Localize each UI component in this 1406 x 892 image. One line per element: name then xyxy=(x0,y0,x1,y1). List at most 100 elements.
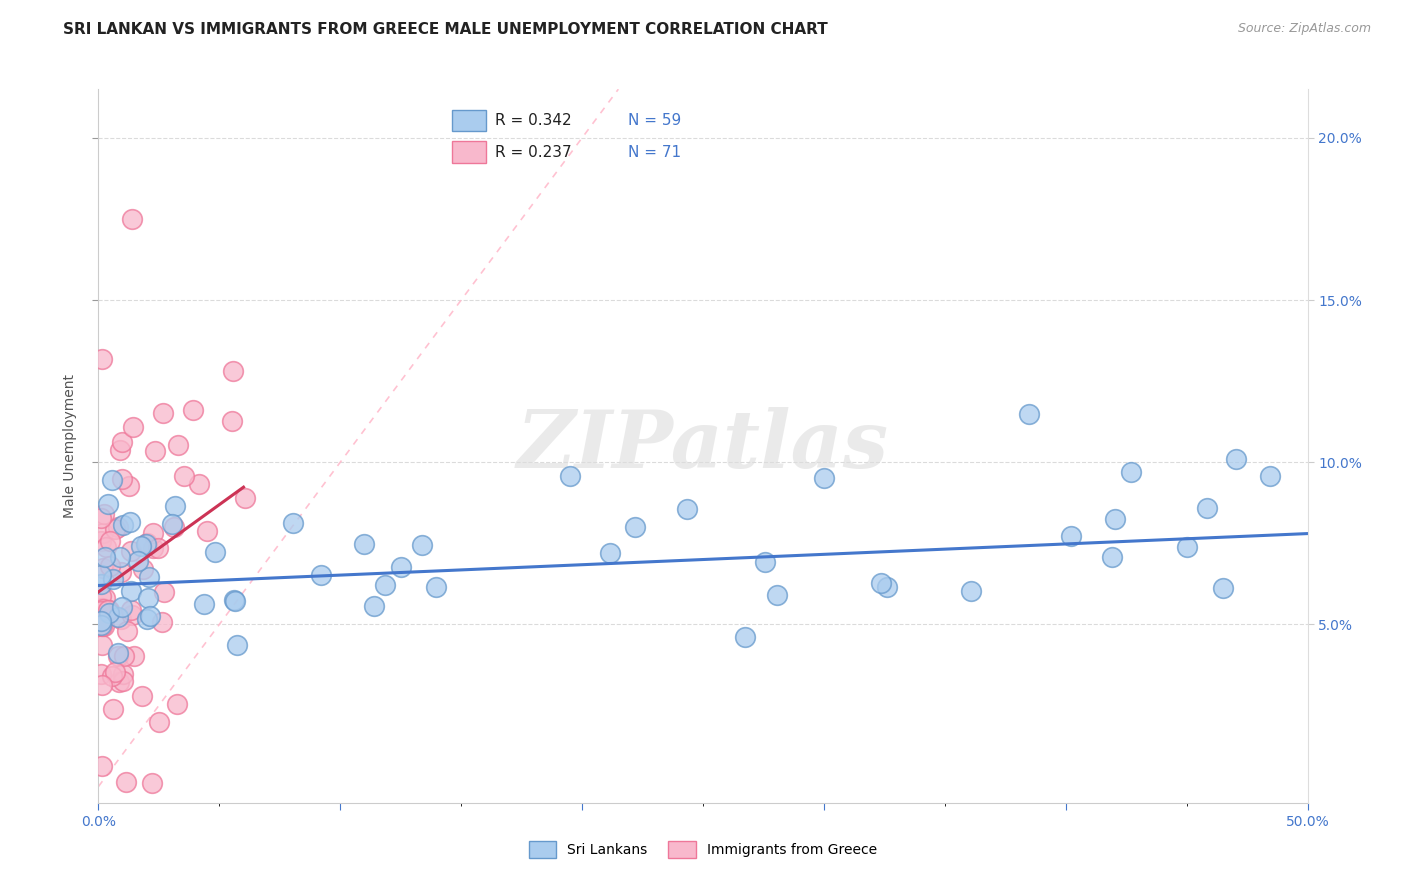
Point xyxy=(90,667,112,681)
Point xyxy=(115,775,138,789)
Point xyxy=(111,667,134,681)
Point xyxy=(107,648,129,663)
Point xyxy=(425,580,447,594)
Point xyxy=(132,562,155,576)
Point xyxy=(146,541,169,555)
Point xyxy=(90,511,112,525)
Point xyxy=(101,702,124,716)
Point xyxy=(98,558,121,573)
Point xyxy=(104,665,127,680)
Point xyxy=(163,519,186,533)
Point xyxy=(204,545,226,559)
Point xyxy=(150,615,173,629)
Point xyxy=(93,507,115,521)
Point xyxy=(121,419,143,434)
Point xyxy=(122,649,145,664)
Point xyxy=(1060,528,1083,542)
Point xyxy=(181,402,204,417)
Point xyxy=(101,669,124,683)
Point xyxy=(90,618,112,632)
Point xyxy=(813,471,835,485)
Point xyxy=(1101,550,1123,565)
Point xyxy=(558,469,581,483)
Point xyxy=(97,603,120,617)
Point xyxy=(676,501,699,516)
Text: SRI LANKAN VS IMMIGRANTS FROM GREECE MALE UNEMPLOYMENT CORRELATION CHART: SRI LANKAN VS IMMIGRANTS FROM GREECE MAL… xyxy=(63,22,828,37)
Point xyxy=(1225,451,1247,466)
Point xyxy=(1197,501,1219,516)
Point xyxy=(141,776,163,790)
Point xyxy=(960,584,983,599)
Point xyxy=(93,603,115,617)
Point xyxy=(226,638,249,652)
Point xyxy=(136,535,159,549)
Point xyxy=(411,538,433,552)
Point xyxy=(153,584,176,599)
Point xyxy=(118,478,141,492)
Point xyxy=(624,520,647,534)
Y-axis label: Male Unemployment: Male Unemployment xyxy=(63,374,77,518)
Point xyxy=(91,351,114,366)
Point xyxy=(1258,469,1281,483)
Point xyxy=(111,518,134,533)
Point xyxy=(97,606,120,620)
Point xyxy=(734,630,756,644)
Point xyxy=(90,615,112,629)
Point xyxy=(121,211,143,226)
Point xyxy=(93,619,115,633)
Point xyxy=(90,534,112,549)
Text: Source: ZipAtlas.com: Source: ZipAtlas.com xyxy=(1237,22,1371,36)
Point xyxy=(389,559,412,574)
Point xyxy=(136,591,159,605)
Point xyxy=(107,609,129,624)
Point xyxy=(98,534,121,549)
Point xyxy=(165,499,187,513)
Point xyxy=(101,572,124,586)
Point xyxy=(90,678,112,692)
Point xyxy=(94,591,117,605)
Point xyxy=(599,546,621,560)
Point xyxy=(136,612,159,626)
Point xyxy=(766,588,789,602)
Point xyxy=(97,603,120,617)
Point xyxy=(138,570,160,584)
Point xyxy=(754,555,776,569)
Point xyxy=(111,435,134,450)
Point xyxy=(283,516,305,530)
Point xyxy=(110,566,132,580)
Point xyxy=(135,537,157,551)
Point xyxy=(91,525,114,540)
Point xyxy=(870,575,893,590)
Point xyxy=(121,544,143,558)
Point xyxy=(1018,407,1040,421)
Point xyxy=(166,698,188,712)
Point xyxy=(111,674,134,689)
Point xyxy=(187,477,209,491)
Point xyxy=(111,472,134,486)
Point xyxy=(91,602,114,616)
Point xyxy=(167,438,190,452)
Point xyxy=(110,612,132,626)
Point xyxy=(90,759,112,773)
Point xyxy=(353,537,375,551)
Point xyxy=(97,497,120,511)
Point xyxy=(127,554,149,568)
Point xyxy=(91,619,114,633)
Point xyxy=(1177,540,1199,554)
Point xyxy=(90,589,112,603)
Point xyxy=(309,567,332,582)
Point xyxy=(111,599,134,614)
Point xyxy=(1121,465,1143,479)
Point xyxy=(90,601,112,615)
Point xyxy=(193,597,215,611)
Point xyxy=(90,568,112,582)
FancyBboxPatch shape xyxy=(453,141,486,162)
Point xyxy=(222,364,245,378)
Point xyxy=(222,593,245,607)
Point xyxy=(108,443,131,458)
Point xyxy=(160,516,183,531)
Point xyxy=(115,624,138,638)
Point xyxy=(876,580,898,594)
Point xyxy=(152,406,174,420)
Text: N = 59: N = 59 xyxy=(628,113,682,128)
